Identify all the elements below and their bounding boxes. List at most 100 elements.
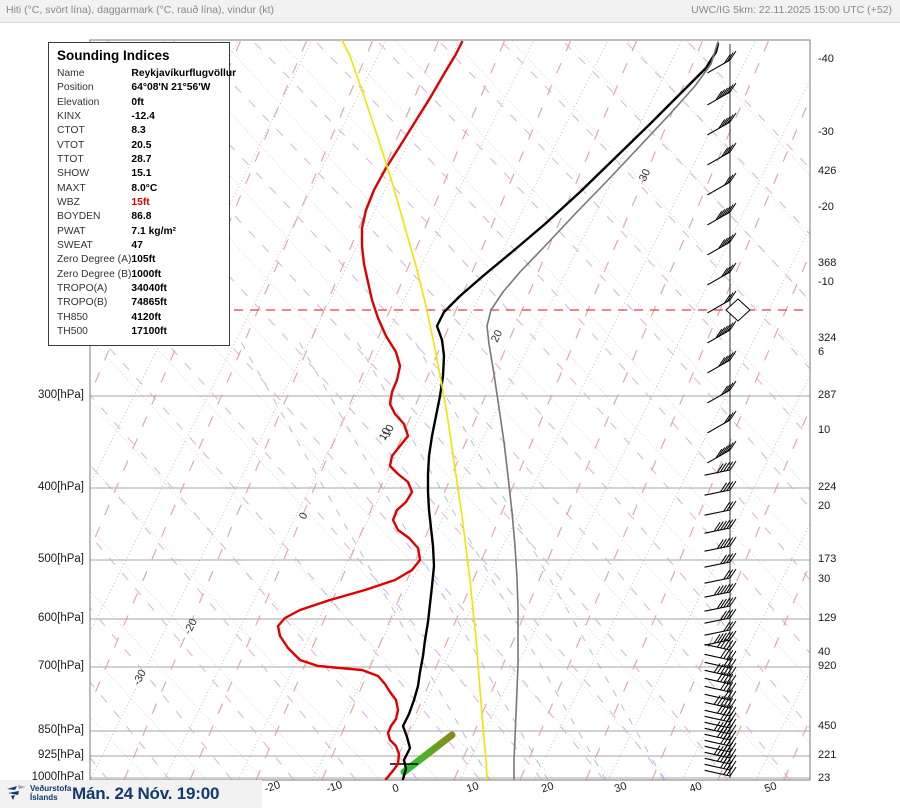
indices-table: Name Reykjavíkurflugvöllur Position 64°08'N… xyxy=(57,67,236,339)
indices-key: VTOT xyxy=(57,139,85,151)
right-temperature-tick: 10 xyxy=(818,424,831,436)
indices-key: WBZ xyxy=(57,197,80,209)
indices-key: SHOW xyxy=(57,168,90,180)
right-temperature-tick: 6 xyxy=(818,346,825,358)
indices-key: MAXT xyxy=(57,182,86,194)
indices-value: 105ft xyxy=(131,254,156,266)
indices-row: SWEAT 47 xyxy=(57,239,236,253)
header-left-caption: Hiti (°C, svört lína), daggarmark (°C, r… xyxy=(6,4,275,16)
footer-bar xyxy=(0,780,262,808)
right-temperature-tick: -10 xyxy=(818,276,834,288)
indices-row: WBZ 15ft xyxy=(57,196,236,210)
indices-row: TROPO(A) 34040ft xyxy=(57,282,236,296)
right-temperature-tick: 40 xyxy=(818,646,831,658)
sounding-indices-panel: Sounding Indices Name Reykjavíkurflugvöll… xyxy=(48,42,236,347)
indices-value: 8.0°C xyxy=(131,182,158,194)
right-temperature-tick: 20 xyxy=(818,500,831,512)
footer-valid-time: Mán. 24 Nóv. 19:00 xyxy=(72,784,220,803)
indices-value: 64°08'N 21°56'W xyxy=(131,82,211,94)
indices-row: Zero Degree (B) 1000ft xyxy=(57,268,236,282)
indices-key: PWAT xyxy=(57,225,86,237)
pressure-tick-label: 400[hPa] xyxy=(37,481,84,493)
indices-row: TH500 17100ft xyxy=(57,325,236,339)
indices-key: Elevation xyxy=(57,96,100,108)
indices-value: 1000ft xyxy=(131,268,162,280)
right-height-tick: 173 xyxy=(818,553,837,565)
indices-key: Zero Degree (B) xyxy=(57,268,132,280)
header-bar: Hiti (°C, svört lína), daggarmark (°C, r… xyxy=(0,0,900,23)
right-height-tick: 221 xyxy=(818,749,837,761)
indices-row: Position 64°08'N 21°56'W xyxy=(57,81,236,95)
logo-arrow-icon xyxy=(7,785,26,800)
indices-row: KINX -12.4 xyxy=(57,110,236,124)
right-height-tick: 23 xyxy=(818,772,831,784)
indices-value: 0ft xyxy=(131,96,144,108)
indices-key: SWEAT xyxy=(57,240,93,252)
indices-row: MAXT 8.0°C xyxy=(57,182,236,196)
indices-key: Name xyxy=(57,68,85,80)
indices-row: TTOT 28.7 xyxy=(57,153,236,167)
indices-value: 74865ft xyxy=(131,297,167,309)
right-height-tick: 368 xyxy=(818,257,837,269)
indices-value: 20.5 xyxy=(131,139,152,151)
right-height-tick: 920 xyxy=(818,660,837,672)
right-height-tick: 129 xyxy=(818,612,837,624)
indices-value: 17100ft xyxy=(131,326,167,337)
pressure-tick-label: 500[hPa] xyxy=(37,553,84,565)
indices-value: 86.8 xyxy=(131,211,152,223)
indices-title: Sounding Indices xyxy=(57,48,170,63)
indices-row: TH850 4120ft xyxy=(57,311,236,325)
indices-value: 15ft xyxy=(131,197,150,209)
indices-key: BOYDEN xyxy=(57,211,101,223)
indices-key: TH500 xyxy=(57,326,88,337)
indices-key: TH850 xyxy=(57,311,88,323)
indices-key: TROPO(B) xyxy=(57,297,108,309)
right-height-tick: 324 xyxy=(818,332,837,344)
indices-value: 34040ft xyxy=(131,283,167,295)
indices-key: TTOT xyxy=(57,154,84,166)
indices-row: Name Reykjavíkurflugvöllur xyxy=(57,67,236,81)
right-temperature-tick: 30 xyxy=(818,573,831,585)
pressure-tick-label: 925[hPa] xyxy=(37,749,84,761)
indices-row: SHOW 15.1 xyxy=(57,167,236,181)
indices-value: 8.3 xyxy=(131,125,146,137)
right-temperature-tick: -30 xyxy=(818,126,834,138)
indices-row: BOYDEN 86.8 xyxy=(57,210,236,224)
indices-value: 28.7 xyxy=(131,154,152,166)
pressure-tick-label: 850[hPa] xyxy=(37,724,84,736)
right-height-tick: 426 xyxy=(818,165,837,177)
indices-key: CTOT xyxy=(57,125,85,137)
pressure-tick-label: 300[hPa] xyxy=(37,389,84,401)
pressure-tick-label: 700[hPa] xyxy=(37,660,84,672)
indices-key: Position xyxy=(57,82,94,94)
indices-key: Zero Degree (A) xyxy=(57,254,132,266)
indices-key: KINX xyxy=(57,111,82,123)
right-height-tick: 224 xyxy=(818,481,837,493)
right-temperature-tick: -40 xyxy=(818,53,834,65)
indices-value: 4120ft xyxy=(131,311,162,323)
indices-row: Zero Degree (A) 105ft xyxy=(57,253,236,267)
indices-row: CTOT 8.3 xyxy=(57,124,236,138)
indices-row: TROPO(B) 74865ft xyxy=(57,296,236,310)
header-right-model-info: UWC/IG 5km: 22.11.2025 15:00 UTC (+52) xyxy=(691,4,892,16)
right-temperature-tick: -20 xyxy=(818,201,834,213)
logo-line-1: Veðurstofa xyxy=(30,784,72,793)
pressure-tick-label: 600[hPa] xyxy=(37,612,84,624)
indices-value: Reykjavíkurflugvöllur xyxy=(131,68,237,80)
indices-value: -12.4 xyxy=(131,111,155,123)
indices-value: 47 xyxy=(131,240,143,252)
right-height-tick: 287 xyxy=(818,389,837,401)
indices-value: 7.1 kg/m² xyxy=(131,225,177,237)
indices-row: VTOT 20.5 xyxy=(57,139,236,153)
right-height-tick: 450 xyxy=(818,720,837,732)
indices-key: TROPO(A) xyxy=(57,283,108,295)
logo-line-2: Íslands xyxy=(30,793,58,802)
vedurstofa-logo: Veðurstofa Íslands xyxy=(6,784,72,804)
indices-row: Elevation 0ft xyxy=(57,96,236,110)
indices-value: 15.1 xyxy=(131,168,152,180)
indices-row: PWAT 7.1 kg/m² xyxy=(57,225,236,239)
